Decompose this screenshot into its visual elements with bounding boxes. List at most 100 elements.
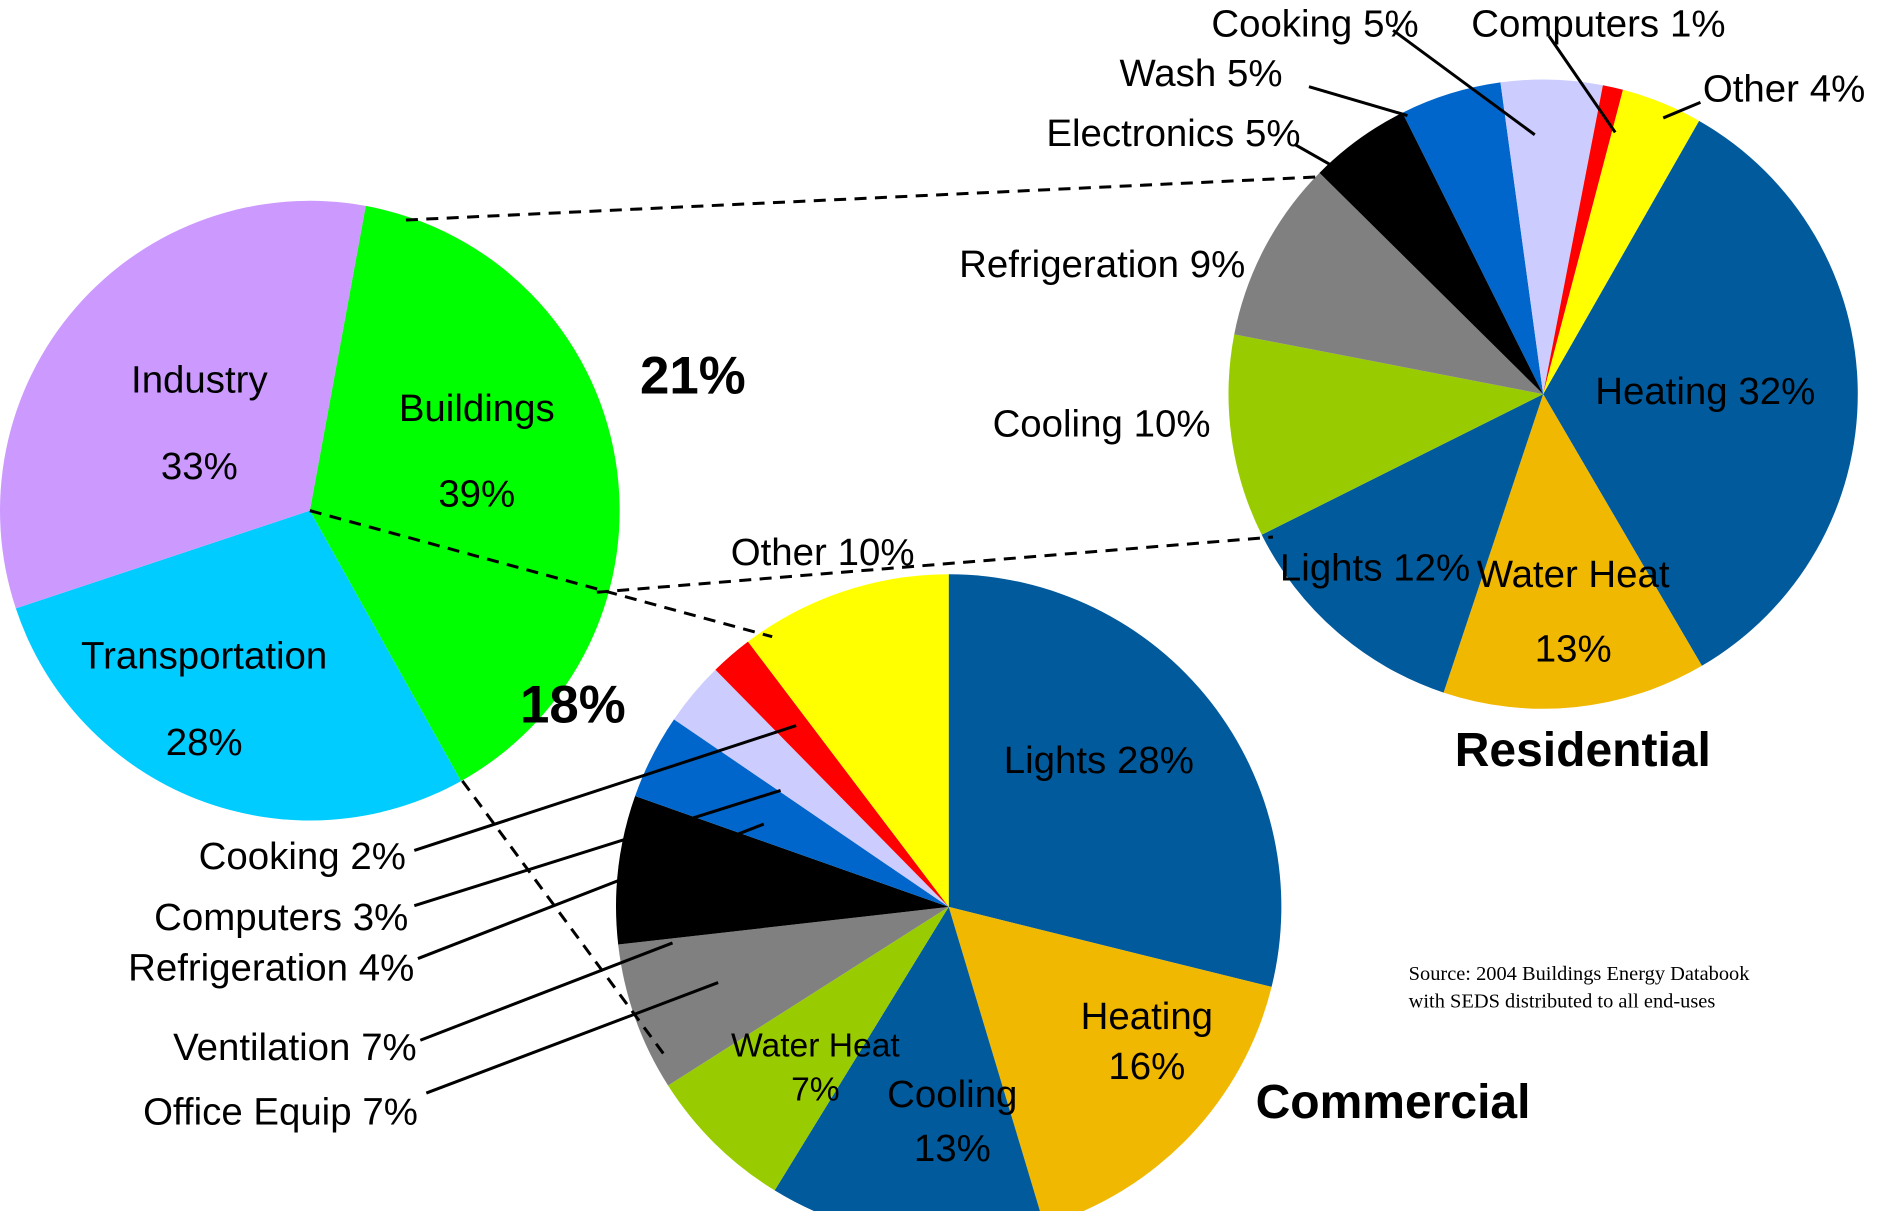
slice-label: Heating 32% [1595,370,1815,413]
slice-label: Refrigeration 4% [128,947,414,990]
leader [419,941,674,1042]
annotation: 18% [520,676,626,735]
pie-slice [1402,82,1544,395]
slice-label: Computers 1% [1471,3,1725,46]
slice-value: 10% [838,531,915,574]
connector [405,175,1322,222]
slice-label: Cooking 2% [199,835,406,878]
slice-category: Buildings [399,387,555,430]
pie-slice [948,574,1282,987]
connector [309,509,773,639]
leader [417,822,765,960]
leader [413,724,797,852]
slice-value: 7% [361,1026,417,1069]
pie-slice [715,641,949,907]
slice-category: Wash [1119,52,1216,95]
pie-slice [1543,85,1623,395]
slice-category: Computers [154,896,342,939]
pie-title: Residential [1455,724,1711,777]
slice-category: Heating [1081,995,1213,1038]
slice-value: 2% [350,835,406,878]
slice-label: Computers 3% [154,896,408,939]
slice-category: Lights [1280,547,1383,590]
slice-category: Refrigeration [128,947,348,990]
slice-category: Other [1703,68,1799,111]
pie-slice [774,906,1040,1211]
slice-category: Transportation [81,634,327,677]
slice-label: Cooling 10% [993,403,1211,446]
slice-category: Refrigeration [959,243,1179,286]
pies [0,79,1858,1211]
slice-value: 33% [161,445,238,488]
slice-value: 10% [1134,403,1211,446]
leader [1392,29,1536,136]
pie-slice [948,906,1272,1211]
slice-category: Cooling [993,403,1123,446]
slice-category: Lights [1004,739,1107,782]
slice-value: 9% [1190,243,1246,286]
slice-value: 4% [359,947,415,990]
pie-slice [1500,79,1603,395]
pie-slice [747,574,949,907]
slice-category: Cooking [199,835,340,878]
leader [1662,100,1702,120]
pie-slice [1261,394,1544,693]
leader [1308,85,1408,117]
labels: 21% 18% Residential Commercial Source: 2… [81,3,1865,1170]
slice-value: 16% [1108,1045,1185,1088]
slice-value: 5% [1227,52,1283,95]
slice-value: 5% [1363,3,1419,46]
slice-label: Office Equip 7% [143,1091,418,1134]
slice-label: Cooking 5% [1211,3,1418,46]
slice-label: Lights 12% [1280,547,1470,590]
pie-slice [1443,394,1702,709]
slice-value: 1% [1670,3,1726,46]
slice-label: Lights 28% [1004,739,1194,782]
slice-value: 7% [362,1091,418,1134]
slice-label: Other 10% [731,531,915,574]
pie-slice [618,906,949,1086]
slice-label: Wash 5% [1119,52,1282,95]
pie-slice [15,510,461,821]
pie-slice [0,200,366,609]
slice-category: Water Heat [731,1027,900,1064]
pie-slice [1228,334,1544,535]
pie-slice [1234,172,1544,395]
slice-category: Cooling [887,1073,1017,1116]
slice-value: 3% [353,896,409,939]
pie-slice [668,906,949,1191]
slice-value: 12% [1393,547,1470,590]
slice-value: 28% [166,721,243,764]
slice-value: 13% [914,1127,991,1170]
slice-category: Other [731,531,827,574]
leader [1547,35,1617,134]
annotation: 21% [640,347,746,406]
slice-category: Heating [1595,370,1727,413]
pie-slice [309,205,620,782]
pie-title: Commercial [1256,1076,1531,1129]
leader [413,789,782,908]
slice-category: Industry [131,358,268,401]
pie-slice [1319,112,1544,395]
slice-category: Office Equip [143,1091,352,1134]
slice-value: 7% [791,1072,840,1109]
slice-label: Refrigeration 9% [959,243,1245,286]
slice-category: Cooking [1211,3,1352,46]
leader [425,981,719,1095]
pie-slice [616,795,949,945]
slice-value: 13% [1535,627,1612,670]
slice-value: 4% [1810,68,1866,111]
slice-category: Computers [1471,3,1659,46]
slice-label: Electronics 5% [1046,112,1300,155]
pie-slice [635,719,949,907]
slice-category: Water Heat [1477,553,1670,596]
source: with SEDS distributed to all end-uses [1409,991,1716,1013]
slice-value: 32% [1738,370,1815,413]
slice-value: 28% [1117,739,1194,782]
leader [1293,143,1332,167]
slice-label: Ventilation 7% [173,1026,417,1069]
pie-slice [674,669,949,907]
source: Source: 2004 Buildings Energy Databook [1409,963,1751,985]
slice-category: Ventilation [173,1026,350,1069]
